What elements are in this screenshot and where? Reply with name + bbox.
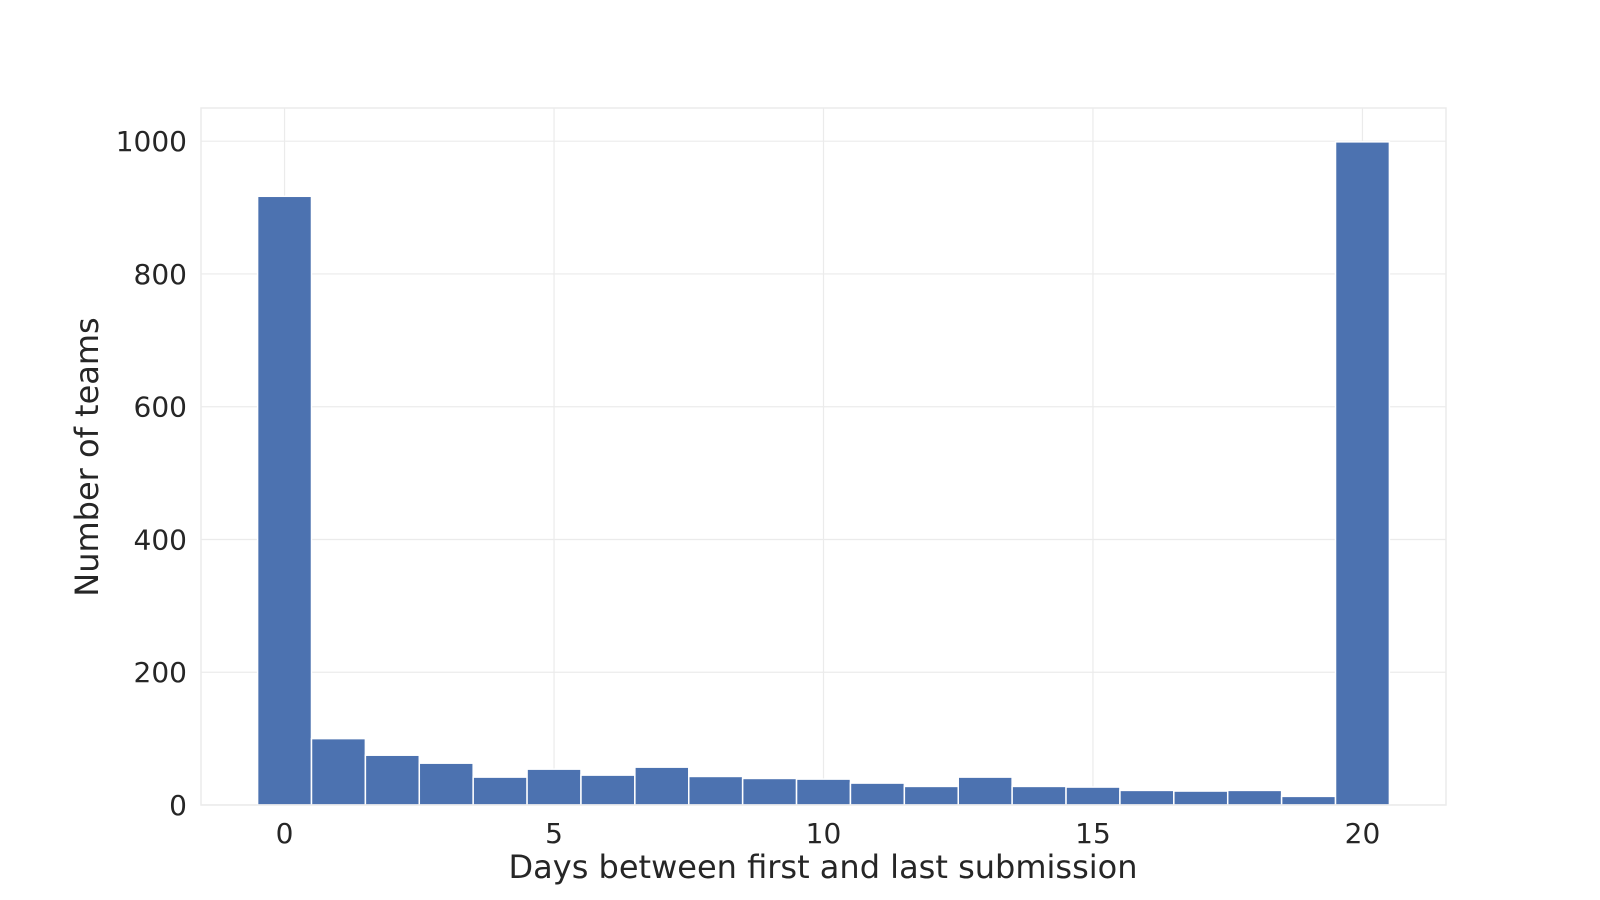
y-tick-label: 400 <box>134 523 187 556</box>
x-tick-label: 15 <box>1075 817 1111 850</box>
histogram-bar <box>364 754 421 806</box>
histogram-bar <box>741 777 798 806</box>
histogram-bar <box>1173 790 1229 806</box>
y-tick-labels: 0 200 400 600 800 1000 <box>116 125 187 822</box>
y-tick-label: 200 <box>134 656 187 689</box>
histogram-bar <box>1226 789 1283 806</box>
histogram-bar <box>310 737 367 806</box>
x-tick-label: 20 <box>1345 817 1381 850</box>
histogram-bar <box>957 776 1013 806</box>
histogram-bar <box>634 766 690 806</box>
y-axis-label: Number of teams <box>68 317 106 596</box>
histogram-bar <box>1011 785 1067 806</box>
histogram-bar <box>849 782 906 806</box>
histogram-bar <box>580 774 636 806</box>
histogram-bar <box>688 775 744 806</box>
histogram-bar <box>472 776 528 806</box>
y-tick-label: 1000 <box>116 125 187 158</box>
y-tick-label: 0 <box>169 789 187 822</box>
y-tick-label: 600 <box>134 391 187 424</box>
histogram-bar <box>795 778 852 806</box>
histogram-bar <box>418 762 474 806</box>
y-tick-label: 800 <box>134 258 187 291</box>
histogram-bar <box>256 195 313 806</box>
histogram-bar <box>526 768 582 806</box>
x-axis-label: Days between first and last submission <box>509 848 1138 886</box>
histogram-bar <box>1119 789 1175 806</box>
x-tick-label: 0 <box>276 817 294 850</box>
x-tick-labels: 0 5 10 15 20 <box>276 817 1381 850</box>
histogram-bar <box>1065 786 1121 806</box>
x-tick-label: 5 <box>545 817 563 850</box>
histogram-bar <box>903 785 959 806</box>
x-tick-label: 10 <box>806 817 842 850</box>
bars <box>256 141 1391 806</box>
histogram-bar <box>1280 795 1337 806</box>
histogram-bar <box>1334 141 1391 806</box>
plot-frame <box>200 107 1447 806</box>
grid-lines <box>201 108 1446 806</box>
